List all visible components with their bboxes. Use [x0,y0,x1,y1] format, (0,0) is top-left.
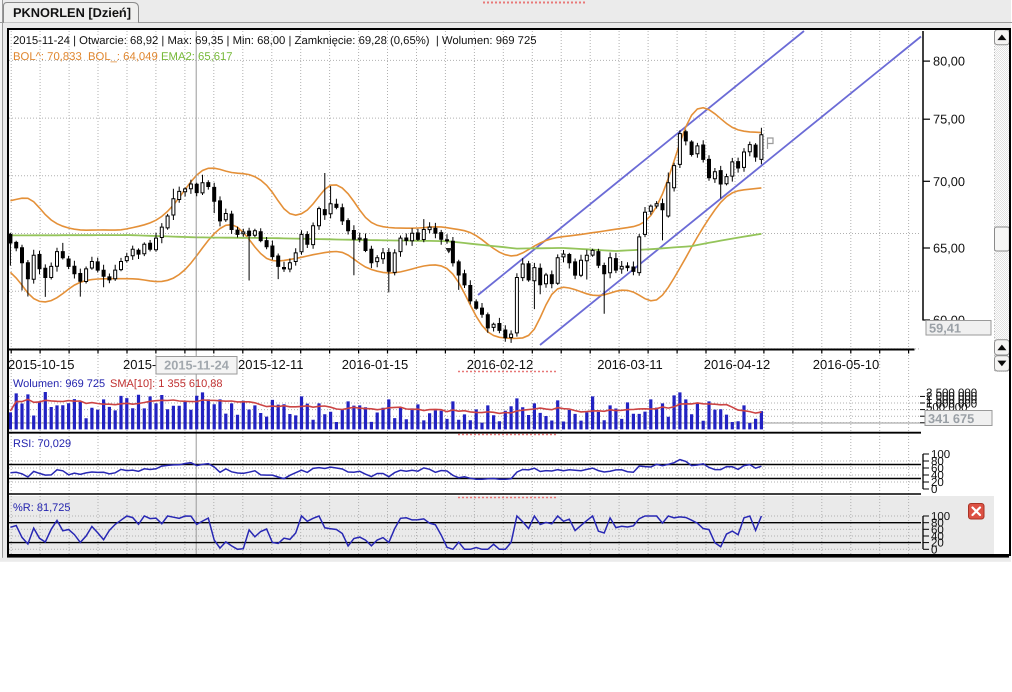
svg-text:59,41: 59,41 [929,321,961,336]
svg-text:1 500 000: 1 500 000 [926,395,977,407]
svg-text:2016-01-15: 2016-01-15 [342,357,409,372]
svg-text:2015-: 2015- [123,357,156,372]
svg-text:2015-11-24: 2015-11-24 [164,358,230,373]
svg-text:70,00: 70,00 [933,174,965,189]
svg-text:100: 100 [931,449,950,461]
svg-text:40: 40 [931,531,944,543]
svg-text:PKNORLEN [Dzień]: PKNORLEN [Dzień] [13,5,131,20]
svg-text:2015-12-11: 2015-12-11 [238,357,304,372]
svg-text:60: 60 [931,463,944,475]
svg-text:2015-11-24 | Otwarcie: 68,92 |: 2015-11-24 | Otwarcie: 68,92 | Max: 69,3… [13,35,537,47]
svg-text:2016-05-10: 2016-05-10 [813,357,880,372]
svg-text:%R: 81,725: %R: 81,725 [13,502,70,514]
svg-text:Wolumen: 969 725: Wolumen: 969 725 [13,378,105,390]
svg-text:80: 80 [931,456,944,468]
svg-text:20: 20 [931,477,944,489]
svg-text:2015-10-15: 2015-10-15 [8,357,75,372]
svg-text:40: 40 [931,470,944,482]
svg-text:EMA2: 65,617: EMA2: 65,617 [161,51,233,63]
svg-text:341 675: 341 675 [928,411,974,426]
svg-text:60: 60 [931,524,944,536]
svg-text:65,00: 65,00 [933,241,965,256]
svg-text:1 000 000: 1 000 000 [926,398,977,410]
svg-text:BOL^: 70,833 BOL_: 64,049: BOL^: 70,833 BOL_: 64,049 [13,51,158,63]
svg-text:20: 20 [931,538,944,550]
svg-text:RSI: 70,029: RSI: 70,029 [13,438,71,450]
svg-text:2016-03-11: 2016-03-11 [597,357,663,372]
svg-text:2 000 000: 2 000 000 [926,391,977,403]
svg-text:80: 80 [931,518,944,530]
svg-text:2016-02-12: 2016-02-12 [467,357,534,372]
svg-text:80,00: 80,00 [933,54,965,69]
svg-text:SMA[10]: 1 355 610,88: SMA[10]: 1 355 610,88 [110,378,223,390]
svg-text:75,00: 75,00 [933,112,965,127]
svg-text:100: 100 [931,511,950,523]
svg-text:0: 0 [931,544,937,556]
svg-text:0: 0 [931,484,937,496]
svg-text:2016-04-12: 2016-04-12 [704,357,771,372]
svg-text:2 500 000: 2 500 000 [926,388,977,400]
